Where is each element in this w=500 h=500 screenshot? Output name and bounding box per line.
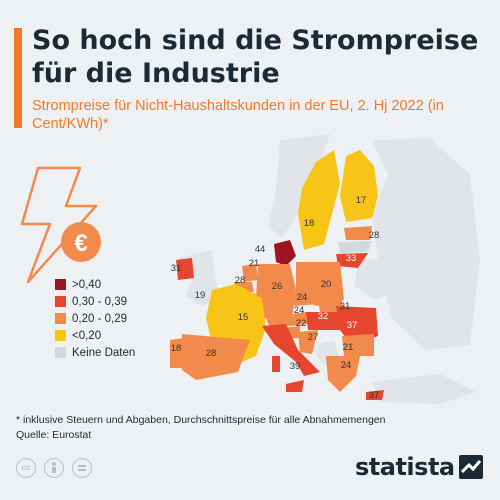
label-finland: 17 [356,195,367,206]
label-germany: 26 [272,281,283,292]
legend-item-020-029: 0,20 - 0,29 [55,310,135,327]
footnote: * inklusive Steuern und Abgaben, Durchsc… [16,414,386,426]
country-spain [182,334,250,380]
label-hungary: 32 [318,311,329,322]
country-croatia [298,330,318,354]
page-subtitle: Strompreise für Nicht-Haushaltskunden in… [32,98,444,132]
svg-text:€: € [74,230,87,257]
country-germany [256,264,296,318]
legend-label: >0,40 [72,278,102,291]
lightning-euro-icon: € [20,166,101,284]
label-bulgaria: 21 [343,342,354,353]
label-denmark: 44 [255,244,266,255]
label-cyprus: 37 [369,390,380,401]
legend-swatch [55,279,66,290]
cc-icon[interactable]: cc [16,458,36,478]
eu-countries [170,150,384,400]
country-sardinia [272,356,280,372]
legend-swatch [55,296,66,307]
country-czechia [292,290,318,306]
country-austria [266,312,308,328]
legend-label: 0,30 - 0,39 [72,295,127,308]
label-greece: 24 [341,360,352,371]
country-lithuania [336,253,368,268]
legend-swatch [55,313,66,324]
country-ireland [176,258,194,280]
label-ireland: 31 [171,263,182,274]
title-accent-bar [14,28,22,128]
country-portugal [170,338,184,368]
legend-item-under-020: <0,20 [55,327,135,344]
country-slovakia [318,298,342,312]
label-italy: 39 [290,361,301,372]
label-portugal: 18 [171,343,182,354]
value-labels: 17 18 28 33 44 31 21 28 19 26 20 24 31 2… [171,195,380,401]
country-estonia [344,226,372,240]
legend-item-over-040: >0,40 [55,276,135,293]
country-cyprus [366,390,384,400]
label-czechia: 24 [297,292,308,303]
label-romania: 37 [347,320,358,331]
label-slovenia: 22 [296,318,307,329]
label-slovakia: 31 [340,301,351,312]
legend-label: 0,20 - 0,29 [72,312,127,325]
label-lithuania: 33 [346,253,357,264]
label-croatia: 27 [308,332,319,343]
label-poland: 20 [321,279,332,290]
country-bulgaria [342,334,374,356]
label-luxembourg: 19 [195,290,206,301]
country-latvia [338,241,372,253]
country-netherlands [242,264,258,282]
brand-name: statista [355,453,455,481]
page-title: So hoch sind die Strompreise für die Ind… [32,25,479,89]
legend-label: Keine Daten [72,346,136,359]
legend-label: <0,20 [72,329,102,342]
label-sweden: 18 [304,218,315,229]
legend-item-no-data: Keine Daten [55,344,135,361]
label-spain: 28 [206,348,217,359]
statista-logo-icon [458,455,483,479]
country-sicily [286,380,304,392]
europe-map: € [0,130,500,410]
person-icon[interactable] [44,458,64,478]
legend-item-030-039: 0,30 - 0,39 [55,293,135,310]
country-italy [262,324,320,376]
legend-swatch [55,330,66,341]
label-belgium: 28 [235,275,246,286]
country-denmark [274,240,296,266]
legend-swatch [55,347,66,358]
country-sweden [298,150,340,250]
legend: >0,40 0,30 - 0,39 0,20 - 0,29 <0,20 Kein… [55,276,135,361]
label-france: 15 [238,312,249,323]
label-netherlands: 21 [249,258,260,269]
label-austria: 24 [294,305,305,316]
country-finland [340,150,378,222]
country-hungary [306,312,342,330]
statista-logo[interactable]: statista [355,453,483,481]
label-estonia: 28 [369,230,380,241]
source-note: Quelle: Eurostat [16,429,92,441]
equal-icon[interactable] [72,458,92,478]
country-greece [326,356,360,392]
